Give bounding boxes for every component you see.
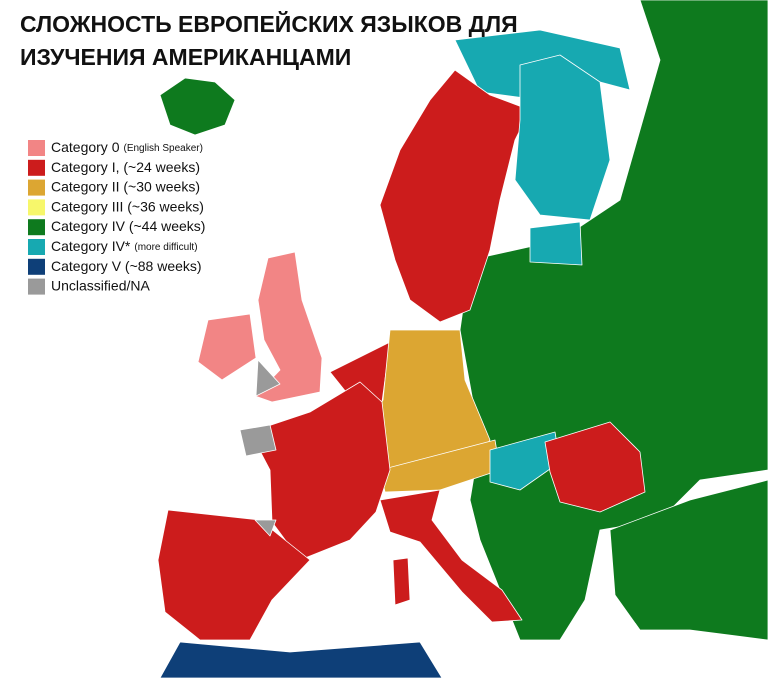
legend-label: Unclassified/NA xyxy=(51,277,150,293)
legend-label: Category IV* (more difficult) xyxy=(51,238,198,254)
legend-label: Category 0 (English Speaker) xyxy=(51,139,203,155)
italy xyxy=(379,489,523,623)
legend-text: Category 0 xyxy=(51,139,120,155)
legend-swatch xyxy=(28,239,45,255)
legend-text: Category II (~30 weeks) xyxy=(51,178,200,194)
legend-text: Category IV* xyxy=(51,238,131,254)
title-line: ИЗУЧЕНИЯ АМЕРИКАНЦАМИ xyxy=(20,44,351,70)
legend-label: Category I, (~24 weeks) xyxy=(51,159,200,175)
legend-label: Category IV (~44 weeks) xyxy=(51,218,205,234)
romania xyxy=(544,421,646,513)
brittany xyxy=(239,424,277,457)
great-britain xyxy=(254,251,323,403)
iceland xyxy=(159,77,236,136)
northern-ireland xyxy=(255,359,281,397)
legend-swatch xyxy=(28,159,45,176)
north-africa xyxy=(159,641,443,678)
legend-text: Category III (~36 weeks) xyxy=(51,198,204,214)
legend-swatch xyxy=(28,199,45,216)
france xyxy=(249,381,391,561)
legend-label: Category V (~88 weeks) xyxy=(51,258,202,274)
finland xyxy=(514,54,611,221)
legend-swatch xyxy=(28,219,45,236)
legend-label: Category III (~36 weeks) xyxy=(51,198,204,214)
legend: Category 0 (English Speaker) Category I, (… xyxy=(28,139,205,295)
ireland xyxy=(197,313,257,381)
hungary xyxy=(489,431,561,491)
eastern-europe xyxy=(459,0,768,641)
legend-note: (English Speaker) xyxy=(123,143,202,154)
legend-label: Category II (~30 weeks) xyxy=(51,178,200,194)
estonia-latvia xyxy=(529,221,583,266)
turkey xyxy=(609,479,768,641)
legend-text: Category IV (~44 weeks) xyxy=(51,218,205,234)
iberia xyxy=(157,509,311,641)
sardinia xyxy=(392,557,411,606)
title-line: СЛОЖНОСТЬ ЕВРОПЕЙСКИХ ЯЗЫКОВ ДЛЯ xyxy=(20,10,518,37)
basque xyxy=(254,519,277,537)
legend-text: Category V (~88 weeks) xyxy=(51,258,202,274)
legend-text: Unclassified/NA xyxy=(51,277,150,293)
legend-text: Category I, (~24 weeks) xyxy=(51,159,200,175)
legend-swatch xyxy=(28,258,45,275)
legend-swatch xyxy=(28,278,45,295)
legend-swatch xyxy=(28,140,45,156)
legend-note: (more difficult) xyxy=(134,242,197,253)
legend-swatch xyxy=(28,179,45,196)
europe-map xyxy=(157,0,768,678)
